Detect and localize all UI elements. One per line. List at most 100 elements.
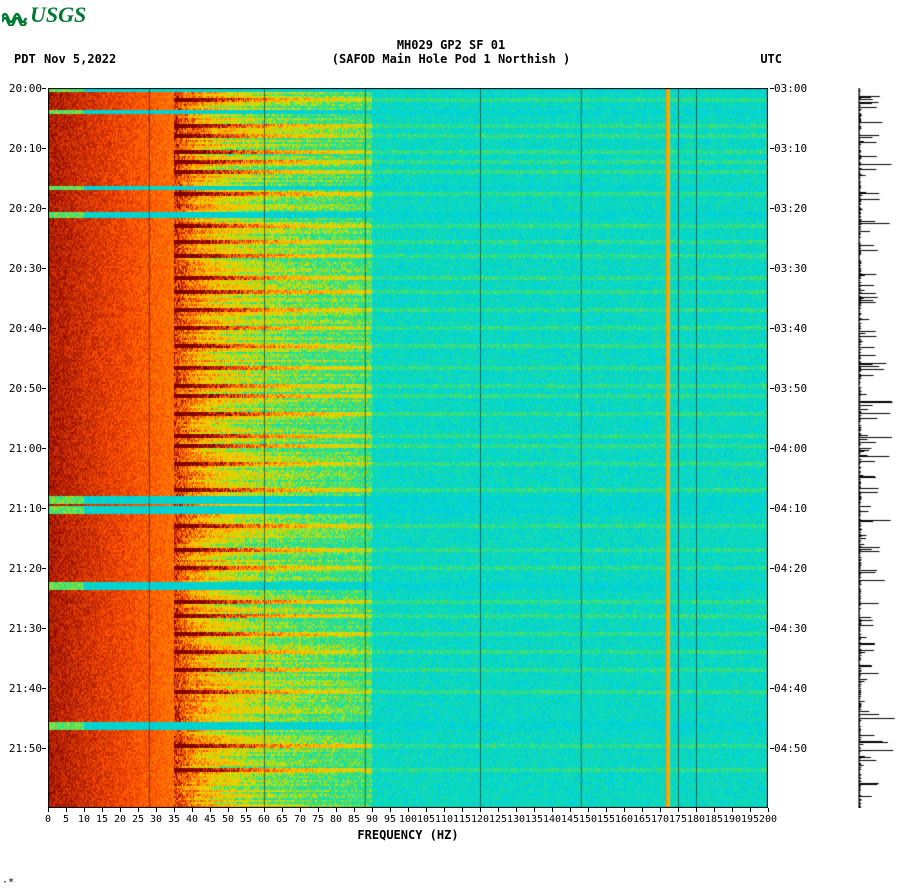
x-tick-label: 95 xyxy=(384,814,396,825)
y-right-tick-mark xyxy=(770,448,774,449)
y-left-tick-mark xyxy=(42,748,46,749)
x-tick-mark xyxy=(732,808,733,812)
x-tick-mark xyxy=(606,808,607,812)
x-tick-label: 65 xyxy=(276,814,288,825)
y-right-tick-label: 04:40 xyxy=(774,682,807,695)
y-right-tick-mark xyxy=(770,508,774,509)
x-tick-label: 120 xyxy=(471,814,489,825)
y-left-tick-label: 20:20 xyxy=(9,202,42,215)
x-tick-mark xyxy=(660,808,661,812)
y-left-tick-label: 20:40 xyxy=(9,322,42,335)
x-tick-label: 80 xyxy=(330,814,342,825)
x-tick-mark xyxy=(84,808,85,812)
x-tick-mark xyxy=(120,808,121,812)
x-tick-label: 35 xyxy=(168,814,180,825)
x-tick-label: 30 xyxy=(150,814,162,825)
x-tick-mark xyxy=(714,808,715,812)
amplitude-canvas xyxy=(858,88,898,808)
x-tick-label: 25 xyxy=(132,814,144,825)
x-tick-mark xyxy=(534,808,535,812)
y-right-tick-mark xyxy=(770,388,774,389)
x-tick-label: 5 xyxy=(63,814,69,825)
x-tick-mark xyxy=(552,808,553,812)
y-left-tick-label: 21:00 xyxy=(9,442,42,455)
x-tick-label: 190 xyxy=(723,814,741,825)
x-tick-mark xyxy=(102,808,103,812)
x-tick-mark xyxy=(480,808,481,812)
y-right-tick-label: 04:20 xyxy=(774,562,807,575)
y-right-tick-label: 04:10 xyxy=(774,502,807,515)
x-tick-mark xyxy=(66,808,67,812)
footer-mark: ·* xyxy=(2,877,14,888)
amplitude-strip xyxy=(858,88,898,808)
x-tick-mark xyxy=(318,808,319,812)
x-tick-mark xyxy=(678,808,679,812)
x-tick-mark xyxy=(228,808,229,812)
y-right-tick-mark xyxy=(770,88,774,89)
y-left-tick-label: 20:10 xyxy=(9,142,42,155)
y-left-tick-mark xyxy=(42,508,46,509)
x-tick-label: 40 xyxy=(186,814,198,825)
x-tick-mark xyxy=(174,808,175,812)
x-tick-mark xyxy=(642,808,643,812)
x-tick-mark xyxy=(354,808,355,812)
x-tick-label: 15 xyxy=(96,814,108,825)
title-line-1: MH029 GP2 SF 01 xyxy=(0,38,902,52)
x-tick-label: 145 xyxy=(561,814,579,825)
x-tick-label: 100 xyxy=(399,814,417,825)
y-right-tick-label: 03:20 xyxy=(774,202,807,215)
right-tz-label: UTC xyxy=(760,52,782,66)
x-tick-mark xyxy=(264,808,265,812)
y-left-tick-mark xyxy=(42,448,46,449)
y-right-tick-mark xyxy=(770,148,774,149)
x-tick-mark xyxy=(588,808,589,812)
y-right-tick-label: 03:30 xyxy=(774,262,807,275)
x-tick-label: 125 xyxy=(489,814,507,825)
x-tick-label: 150 xyxy=(579,814,597,825)
x-tick-mark xyxy=(696,808,697,812)
x-tick-mark xyxy=(768,808,769,812)
x-tick-label: 130 xyxy=(507,814,525,825)
x-tick-label: 70 xyxy=(294,814,306,825)
x-tick-mark xyxy=(570,808,571,812)
x-tick-mark xyxy=(516,808,517,812)
x-tick-label: 200 xyxy=(759,814,777,825)
y-right-tick-mark xyxy=(770,328,774,329)
y-left-tick-mark xyxy=(42,688,46,689)
y-left-tick-mark xyxy=(42,268,46,269)
x-tick-mark xyxy=(750,808,751,812)
y-left-tick-label: 21:40 xyxy=(9,682,42,695)
y-left-tick-mark xyxy=(42,208,46,209)
x-tick-mark xyxy=(444,808,445,812)
x-tick-label: 90 xyxy=(366,814,378,825)
usgs-logo-text: USGS xyxy=(30,2,86,28)
x-tick-label: 185 xyxy=(705,814,723,825)
y-right-tick-mark xyxy=(770,568,774,569)
x-tick-label: 170 xyxy=(651,814,669,825)
y-right-tick-label: 04:30 xyxy=(774,622,807,635)
x-tick-mark xyxy=(498,808,499,812)
x-tick-mark xyxy=(336,808,337,812)
x-tick-label: 110 xyxy=(435,814,453,825)
y-left-tick-mark xyxy=(42,148,46,149)
x-tick-mark xyxy=(462,808,463,812)
x-tick-label: 75 xyxy=(312,814,324,825)
x-tick-label: 180 xyxy=(687,814,705,825)
x-tick-label: 140 xyxy=(543,814,561,825)
spectrogram-plot xyxy=(48,88,768,808)
y-axis-right: 03:0003:1003:2003:3003:4003:5004:0004:10… xyxy=(770,88,830,808)
x-tick-label: 195 xyxy=(741,814,759,825)
x-tick-mark xyxy=(138,808,139,812)
x-tick-label: 60 xyxy=(258,814,270,825)
y-left-tick-label: 21:30 xyxy=(9,622,42,635)
x-tick-label: 165 xyxy=(633,814,651,825)
y-left-tick-label: 21:20 xyxy=(9,562,42,575)
x-tick-label: 45 xyxy=(204,814,216,825)
x-tick-label: 50 xyxy=(222,814,234,825)
x-tick-label: 155 xyxy=(597,814,615,825)
y-left-tick-mark xyxy=(42,388,46,389)
y-right-tick-mark xyxy=(770,208,774,209)
x-tick-mark xyxy=(48,808,49,812)
x-tick-label: 135 xyxy=(525,814,543,825)
x-tick-label: 175 xyxy=(669,814,687,825)
